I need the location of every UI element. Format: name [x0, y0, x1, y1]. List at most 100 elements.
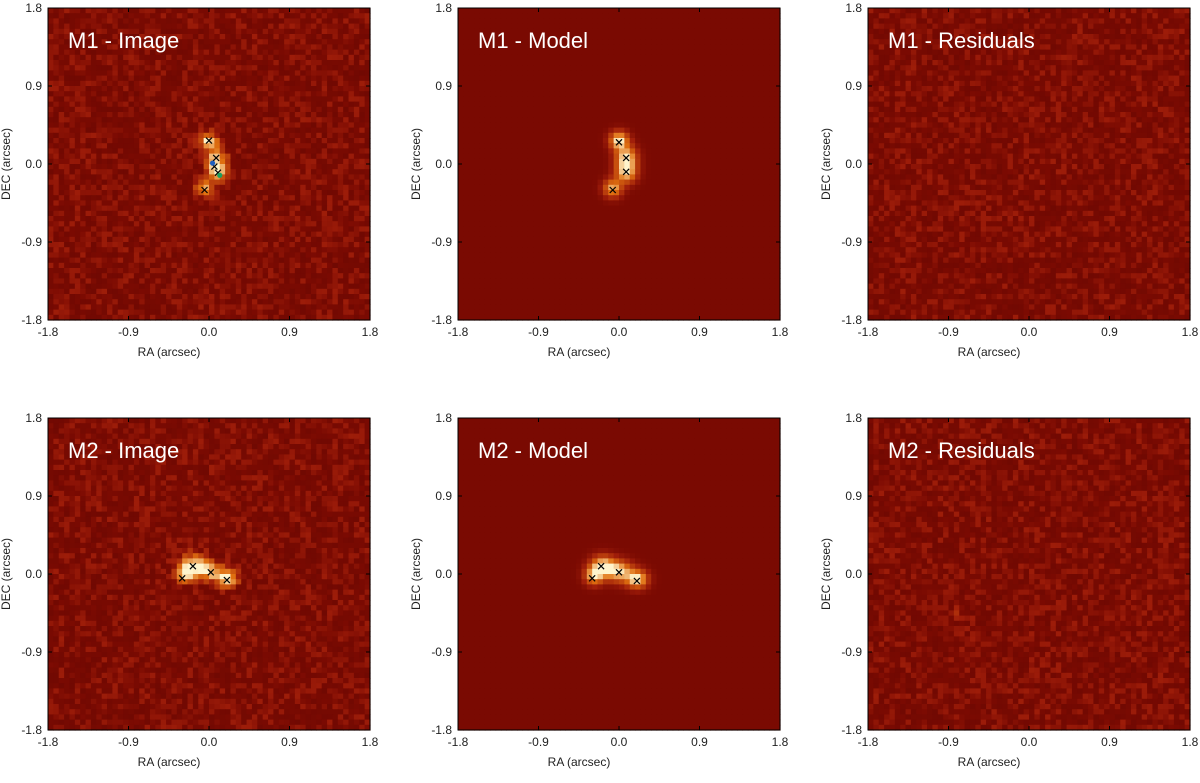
heatmap-cell [327, 289, 333, 295]
heatmap-cell [316, 216, 322, 222]
heatmap-cell [560, 122, 566, 128]
heatmap-cell [359, 65, 365, 71]
heatmap-cell [732, 107, 738, 113]
heatmap-cell [134, 76, 140, 82]
heatmap-cell [737, 55, 743, 61]
heatmap-cell [311, 211, 317, 217]
heatmap-cell [306, 65, 312, 71]
heatmap-cell [171, 247, 177, 253]
heatmap-cell [721, 70, 727, 76]
heatmap-cell [343, 221, 349, 227]
heatmap-cell [343, 164, 349, 170]
heatmap-cell [306, 44, 312, 50]
heatmap-cell [139, 232, 145, 238]
heatmap-cell [673, 8, 679, 14]
heatmap-cell [673, 102, 679, 108]
heatmap-cell [667, 117, 673, 123]
heatmap-cell [619, 29, 625, 35]
heatmap-cell [354, 96, 360, 102]
heatmap-cell [53, 117, 59, 123]
heatmap-cell [327, 211, 333, 217]
heatmap-cell [458, 13, 464, 19]
heatmap-cell [284, 247, 290, 253]
heatmap-cell [284, 159, 290, 165]
heatmap-cell [332, 128, 338, 134]
heatmap-cell [646, 96, 652, 102]
heatmap-cell [332, 299, 338, 305]
heatmap-cell [257, 221, 263, 227]
heatmap-cell [496, 60, 502, 66]
heatmap-cell [506, 91, 512, 97]
heatmap-cell [161, 180, 167, 186]
heatmap-cell [75, 310, 81, 316]
heatmap-cell [102, 143, 108, 149]
heatmap-cell [311, 216, 317, 222]
heatmap-cell [474, 96, 480, 102]
heatmap-cell [571, 81, 577, 87]
heatmap-cell [753, 34, 759, 40]
heatmap-cell [332, 294, 338, 300]
heatmap-cell [592, 107, 598, 113]
heatmap-cell [603, 50, 609, 56]
heatmap-cell [338, 138, 344, 144]
heatmap-cell [171, 195, 177, 201]
heatmap-cell [322, 86, 328, 92]
heatmap-cell [161, 55, 167, 61]
heatmap-cell [490, 76, 496, 82]
heatmap-cell [512, 117, 518, 123]
heatmap-cell [635, 39, 641, 45]
heatmap-cell [188, 164, 194, 170]
heatmap-cell [295, 216, 301, 222]
heatmap-cell [123, 180, 129, 186]
heatmap-cell [338, 268, 344, 274]
heatmap-cell [214, 133, 220, 139]
heatmap-cell [225, 180, 231, 186]
heatmap-cell [236, 174, 242, 180]
heatmap-cell [479, 18, 485, 24]
heatmap-cell [86, 96, 92, 102]
heatmap-cell [667, 60, 673, 66]
heatmap-cell [263, 278, 269, 284]
heatmap-cell [469, 29, 475, 35]
heatmap-cell [188, 29, 194, 35]
heatmap-cell [139, 138, 145, 144]
heatmap-cell [129, 96, 135, 102]
heatmap-cell [332, 190, 338, 196]
heatmap-cell [300, 91, 306, 97]
heatmap-cell [64, 232, 70, 238]
heatmap-cell [123, 91, 129, 97]
heatmap-cell [533, 96, 539, 102]
heatmap-cell [155, 237, 161, 243]
heatmap-cell [753, 8, 759, 14]
heatmap-cell [188, 13, 194, 19]
heatmap-cell [80, 143, 86, 149]
heatmap-cell [118, 258, 124, 264]
heatmap-cell [716, 55, 722, 61]
heatmap-cell [139, 278, 145, 284]
heatmap-cell [501, 107, 507, 113]
heatmap-cell [145, 263, 151, 269]
heatmap-cell [343, 289, 349, 295]
heatmap-cell [354, 29, 360, 35]
heatmap-cell [290, 122, 296, 128]
heatmap-cell [59, 148, 65, 154]
heatmap-cell [349, 252, 355, 258]
heatmap-cell [354, 221, 360, 227]
heatmap-cell [214, 289, 220, 295]
heatmap-cell [209, 24, 215, 30]
heatmap-cell [145, 148, 151, 154]
heatmap-cell [322, 211, 328, 217]
heatmap-cell [343, 122, 349, 128]
heatmap-cell [59, 206, 65, 212]
heatmap-cell [69, 299, 75, 305]
heatmap-cell [241, 128, 247, 134]
heatmap-cell [327, 107, 333, 113]
heatmap-cell [295, 44, 301, 50]
heatmap-cell [64, 128, 70, 134]
heatmap-cell [485, 8, 491, 14]
heatmap-cell [204, 128, 210, 134]
heatmap-cell [75, 122, 81, 128]
heatmap-cell [193, 258, 199, 264]
heatmap-cell [522, 70, 528, 76]
heatmap-cell [171, 138, 177, 144]
